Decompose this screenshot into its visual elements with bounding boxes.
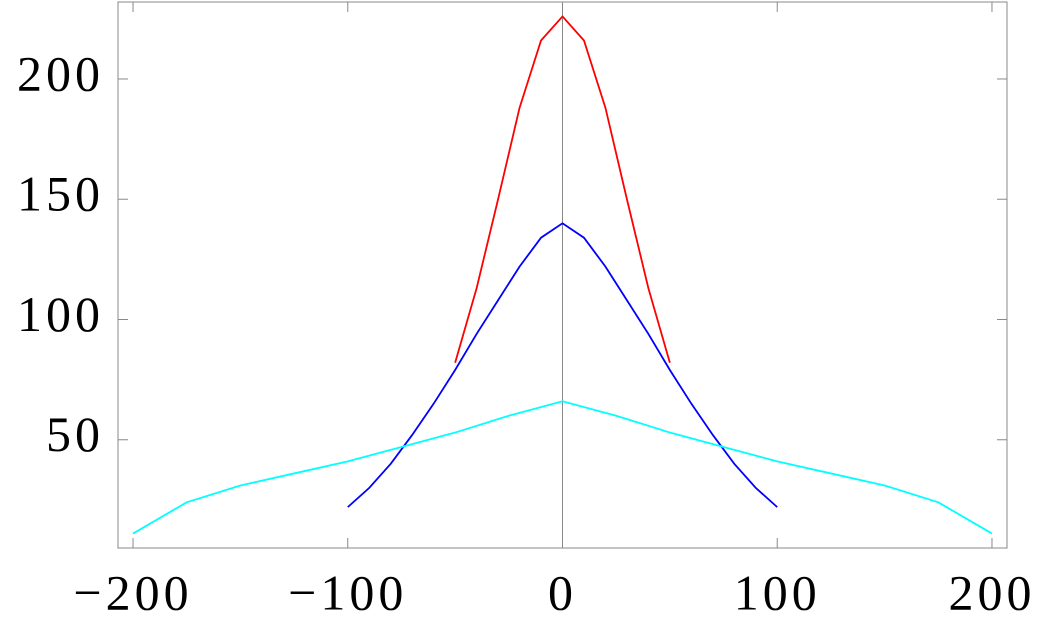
- x-tick-label: 200: [948, 564, 1035, 620]
- x-tick-label: 100: [734, 564, 821, 620]
- y-tick-label: 200: [17, 45, 104, 101]
- x-tick-label: 0: [548, 564, 577, 620]
- series-line: [347, 222, 778, 508]
- series-line: [454, 15, 671, 364]
- x-tick-label: −100: [288, 564, 407, 620]
- series-line: [132, 400, 993, 535]
- y-tick-label: 50: [46, 406, 104, 462]
- x-tick-label: −200: [73, 564, 192, 620]
- y-tick-label: 150: [17, 166, 104, 222]
- y-tick-label: 100: [17, 286, 104, 342]
